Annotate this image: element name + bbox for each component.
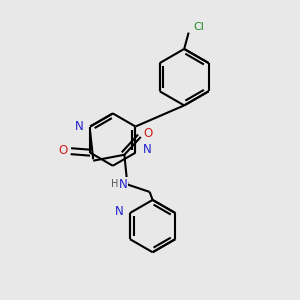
Text: N: N [115, 205, 124, 218]
Text: Cl: Cl [193, 22, 204, 32]
Text: N: N [74, 120, 83, 133]
Text: O: O [143, 127, 153, 140]
Text: H: H [111, 179, 118, 190]
Text: N: N [118, 178, 127, 191]
Text: N: N [142, 143, 151, 156]
Text: O: O [59, 144, 68, 157]
